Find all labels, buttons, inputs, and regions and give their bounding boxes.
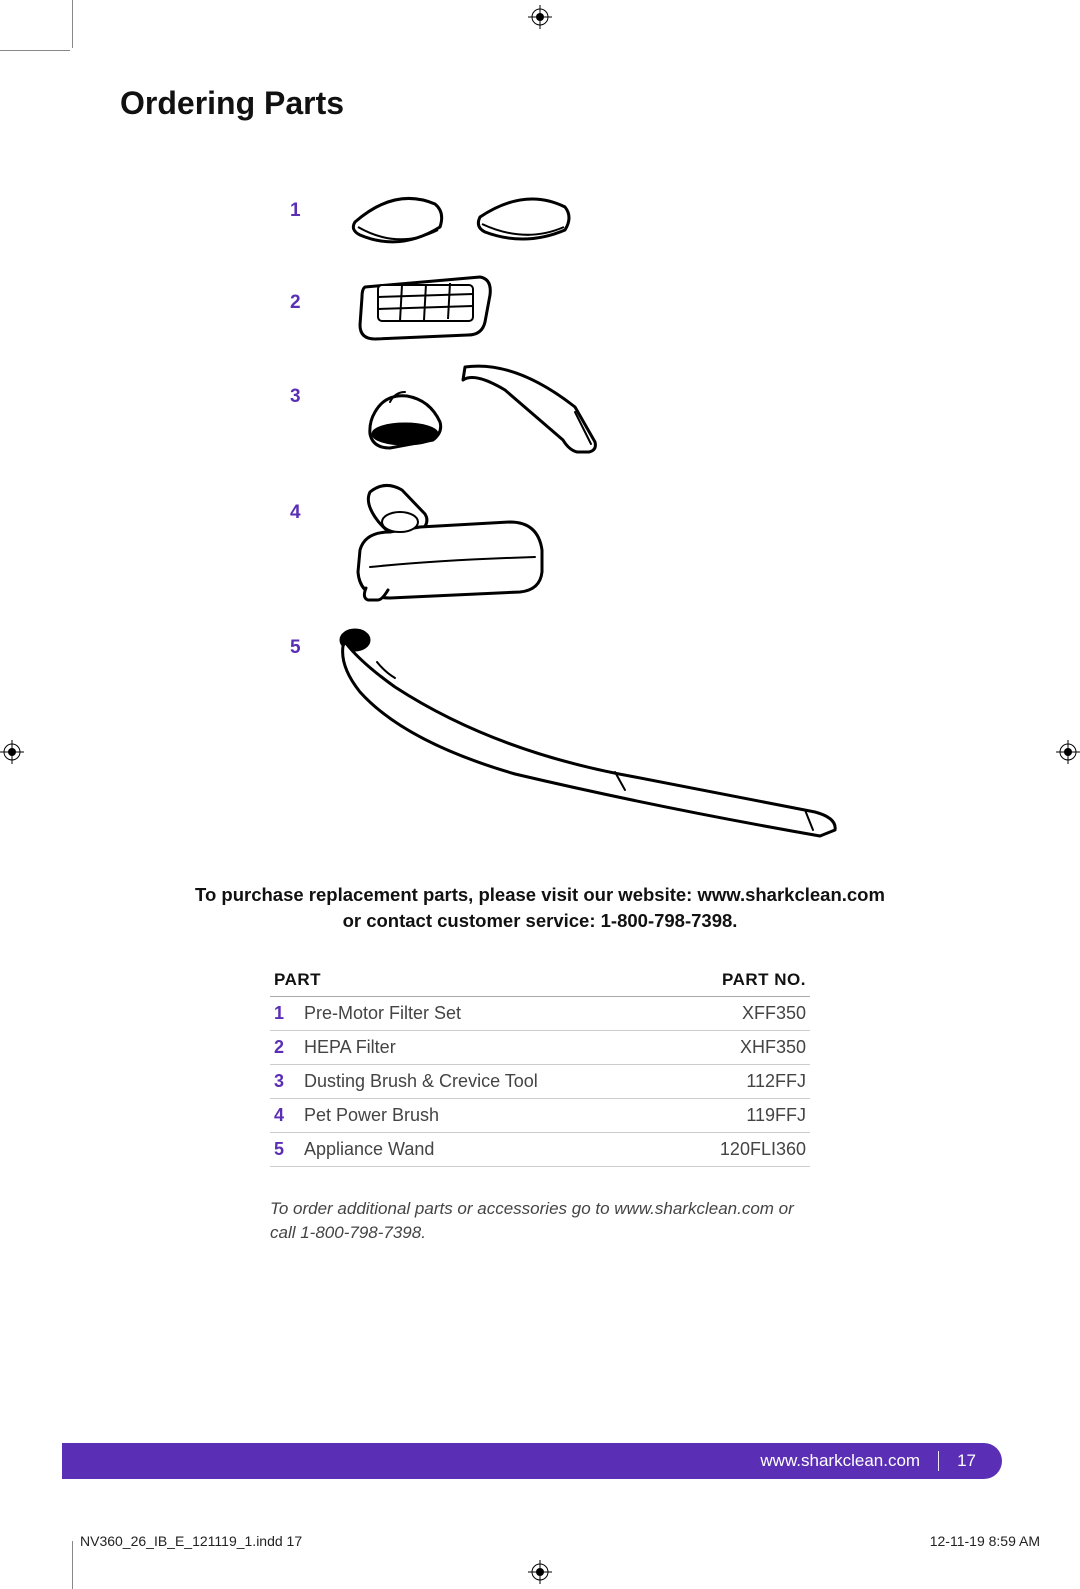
row-part-no: 112FFJ [667,1064,810,1098]
table-row: 3Dusting Brush & Crevice Tool112FFJ [270,1064,810,1098]
footer-divider [938,1451,939,1471]
row-part-no: 119FFJ [667,1098,810,1132]
row-part-name: Appliance Wand [300,1132,667,1166]
purchase-note-line-1: To purchase replacement parts, please vi… [195,884,885,905]
row-part-name: Pet Power Brush [300,1098,667,1132]
parts-diagram: 1 2 3 4 5 [290,172,850,852]
page-title: Ordering Parts [120,85,960,122]
registration-mark-icon [528,5,552,29]
crop-mark [72,0,73,48]
part-5-appliance-wand-icon [315,612,855,842]
registration-mark-icon [1056,740,1080,764]
row-part-name: HEPA Filter [300,1030,667,1064]
part-callout-3: 3 [290,386,301,408]
page-content: Ordering Parts [120,85,960,1244]
table-row: 4Pet Power Brush119FFJ [270,1098,810,1132]
part-4-pet-power-brush-icon [330,472,560,607]
part-callout-5: 5 [290,637,301,659]
parts-table-body: 1Pre-Motor Filter SetXFF3502HEPA FilterX… [270,996,810,1166]
crop-mark [72,1541,73,1589]
row-part-name: Dusting Brush & Crevice Tool [300,1064,667,1098]
row-part-no: 120FLI360 [667,1132,810,1166]
table-row: 5Appliance Wand120FLI360 [270,1132,810,1166]
table-row: 1Pre-Motor Filter SetXFF350 [270,996,810,1030]
part-1-filter-set-icon [340,182,580,252]
print-filename: NV360_26_IB_E_121119_1.indd 17 [80,1533,302,1549]
part-2-hepa-filter-icon [350,267,500,347]
row-num: 2 [270,1030,300,1064]
registration-mark-icon [0,740,24,764]
footer-bar: www.sharkclean.com 17 [62,1443,1002,1479]
footer-page-number: 17 [957,1451,976,1471]
table-header-part-no: PART NO. [667,964,810,997]
row-num: 3 [270,1064,300,1098]
part-callout-2: 2 [290,292,301,314]
part-callout-4: 4 [290,502,301,524]
registration-mark-icon [528,1560,552,1584]
crop-mark [0,50,70,51]
row-num: 4 [270,1098,300,1132]
row-num: 1 [270,996,300,1030]
row-part-no: XFF350 [667,996,810,1030]
print-timestamp: 12-11-19 8:59 AM [930,1533,1040,1549]
purchase-note-line-2: or contact customer service: 1-800-798-7… [343,910,738,931]
part-callout-1: 1 [290,200,301,222]
row-part-no: XHF350 [667,1030,810,1064]
parts-table: PART PART NO. 1Pre-Motor Filter SetXFF35… [270,964,810,1167]
table-row: 2HEPA FilterXHF350 [270,1030,810,1064]
order-note: To order additional parts or accessories… [270,1197,810,1245]
footer-url: www.sharkclean.com [760,1451,920,1471]
part-3-brush-crevice-icon [345,352,615,462]
row-part-name: Pre-Motor Filter Set [300,996,667,1030]
row-num: 5 [270,1132,300,1166]
table-header-part: PART [270,964,667,997]
purchase-note: To purchase replacement parts, please vi… [120,882,960,934]
